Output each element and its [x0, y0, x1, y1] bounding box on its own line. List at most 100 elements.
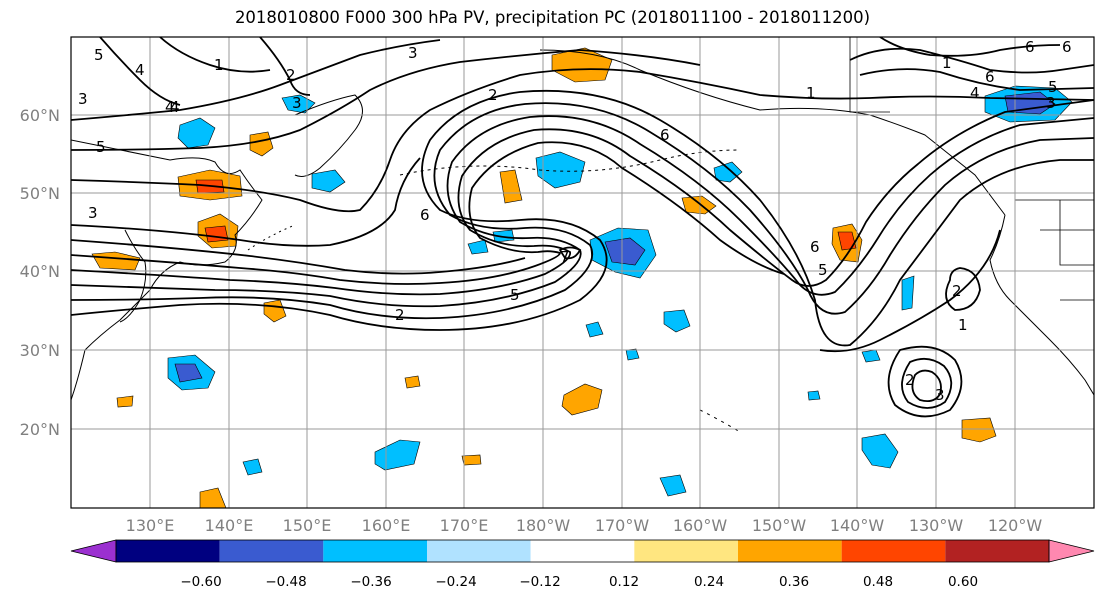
contour-label: 5	[510, 286, 520, 304]
lon-label: 160°E	[362, 516, 411, 535]
aleutian-islands	[399, 149, 741, 176]
pv-contour-line	[71, 68, 1094, 213]
colorbar-tick-label: 0.36	[779, 574, 809, 590]
colorbar-extend-max	[1048, 539, 1095, 563]
precip-positive-blob	[116, 395, 134, 408]
contour-label: 6	[985, 68, 995, 86]
lon-label: 150°W	[752, 516, 807, 535]
pv-contour-line	[71, 239, 526, 275]
pv-contour-line	[71, 157, 421, 247]
pv-contour-line	[879, 37, 1061, 57]
precip-negative-blob	[901, 275, 915, 311]
pv-contour-line	[945, 267, 981, 311]
contour-label: 2	[395, 306, 405, 324]
colorbar-tick-label: 0.60	[948, 574, 978, 590]
lon-label: 170°E	[440, 516, 489, 535]
colorbar-tick-label: −0.36	[350, 574, 391, 590]
contour-label: 3	[1046, 94, 1056, 112]
precip-positive-blob	[561, 383, 603, 416]
lon-label: 160°W	[673, 516, 728, 535]
contour-label: 1	[806, 84, 816, 102]
alaska-coastline	[539, 49, 1006, 216]
precip-negative-blob	[242, 458, 263, 476]
precip-positive-blob	[199, 487, 227, 508]
contour-label: 4	[135, 61, 145, 79]
precip-negative-blob	[177, 117, 216, 149]
precip-negative-blob	[492, 229, 515, 243]
contour-label: 2	[905, 371, 915, 389]
precip-positive-blob	[961, 417, 997, 443]
longitude-labels: 130°E 140°E 150°E 160°E 170°E 180°W 170°…	[126, 516, 1043, 535]
contour-label: 5	[1048, 78, 1058, 96]
contour-label: 1	[958, 316, 968, 334]
contour-label: 6	[660, 126, 670, 144]
precip-negative-blob	[625, 348, 640, 361]
colorbar-segment	[116, 540, 220, 562]
colorbar-tick-labels: −0.60 −0.48 −0.36 −0.24 −0.12 0.12 0.24 …	[180, 574, 978, 590]
latitude-labels: 60°N 50°N 40°N 30°N 20°N	[20, 106, 60, 439]
contour-label: 3	[78, 90, 88, 108]
lat-label: 20°N	[20, 420, 60, 439]
lat-label: 30°N	[20, 341, 60, 360]
colorbar-tick-label: −0.60	[180, 574, 221, 590]
precip-negative-blob	[467, 239, 489, 255]
lon-label: 140°E	[205, 516, 254, 535]
precip-negative-blob	[311, 169, 346, 193]
pv-contour-line	[901, 357, 953, 409]
colorbar-segment	[323, 540, 427, 562]
contour-label: 3	[935, 386, 945, 404]
contour-labels: 5 4 3 2 1 2 3 5 4 6 3 5 6 7 5 2 3 1 6 5 …	[78, 38, 1072, 404]
contour-label: 6	[420, 206, 430, 224]
precip-negative-blob	[861, 349, 881, 363]
pv-contour-line	[558, 246, 582, 260]
kamchatka-coastline	[294, 94, 363, 177]
gridlines	[71, 37, 1094, 508]
contour-label: 6	[810, 238, 820, 256]
colorbar-extend-min	[70, 539, 117, 563]
pv-contours	[71, 37, 1094, 418]
precip-negative-blob	[585, 321, 604, 338]
contour-label: 6	[1025, 38, 1035, 56]
colorbar-outline	[115, 539, 1050, 563]
precip-positive-blob	[404, 375, 421, 389]
precip-positive-blob	[204, 225, 229, 243]
contour-label: 7	[560, 248, 570, 266]
colorbar-segment	[945, 540, 1049, 562]
contour-label: 5	[96, 138, 106, 156]
contour-label: 4	[170, 98, 180, 116]
contour-label: 2	[488, 86, 498, 104]
precip-negative-blob	[535, 151, 586, 189]
pv-contour-line	[71, 141, 785, 285]
lon-label: 170°W	[595, 516, 650, 535]
hawaii-islands	[699, 409, 741, 433]
colorbar-tick-label: −0.48	[265, 574, 306, 590]
lon-label: 120°W	[988, 516, 1043, 535]
colorbar-tick-label: 0.48	[863, 574, 893, 590]
contour-label: 4	[970, 84, 980, 102]
pv-contour-line	[887, 345, 963, 418]
alaska-yukon-border	[849, 37, 890, 113]
pv-contour-line	[819, 229, 1001, 353]
precip-negative-blob	[174, 363, 203, 383]
coastlines	[71, 49, 1094, 433]
colorbar-segment	[219, 540, 324, 562]
pv-contour-line	[259, 37, 311, 96]
pv-contour-line	[71, 89, 1094, 347]
north-america-coastline	[989, 214, 1094, 396]
precip-negative-blob	[663, 309, 691, 333]
colorbar-tick-label: −0.24	[435, 574, 476, 590]
colorbar-segment	[427, 540, 531, 562]
colorbar-segment	[634, 540, 738, 562]
precip-positive-blob	[249, 131, 274, 157]
lon-label: 130°W	[909, 516, 964, 535]
colorbar-tick-label: 0.12	[609, 574, 639, 590]
map-title: 2018010800 F000 300 hPa PV, precipitatio…	[234, 8, 871, 27]
contour-label: 2	[286, 66, 296, 84]
pv-contour-line	[71, 115, 1094, 308]
contour-label: 3	[292, 94, 302, 112]
map-frame	[70, 36, 1095, 509]
lon-label: 130°E	[126, 516, 175, 535]
colorbar-segment	[738, 540, 842, 562]
lat-label: 50°N	[20, 184, 60, 203]
precip-negative-blob	[861, 433, 899, 469]
